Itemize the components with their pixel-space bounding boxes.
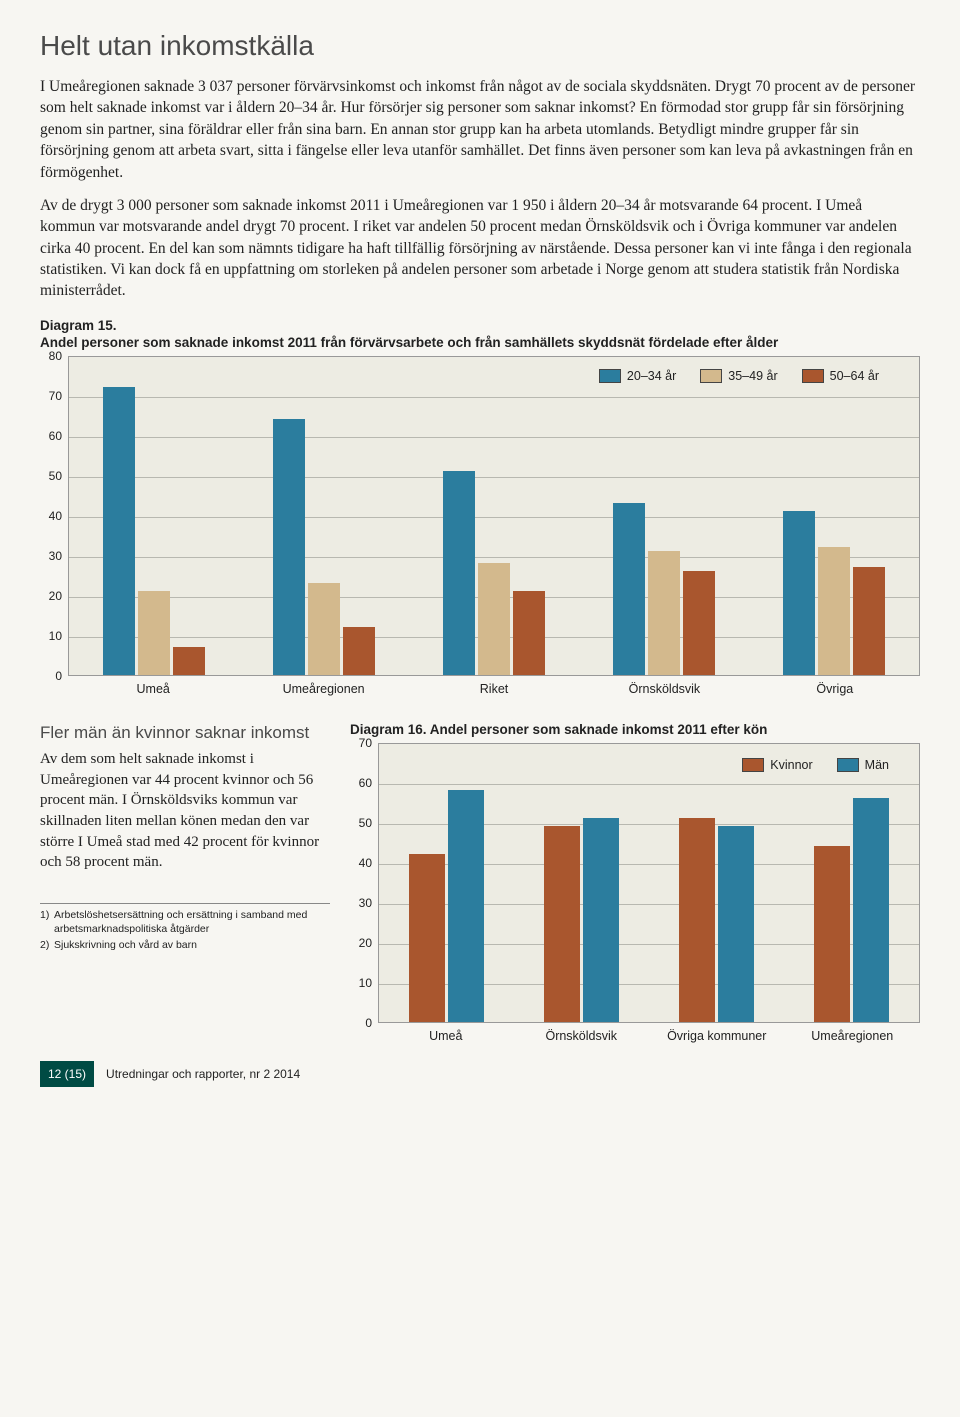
bar: [718, 826, 754, 1022]
chart-plot-area: 20–34 år 35–49 år 50–64 år: [68, 356, 920, 676]
y-tick-label: 60: [49, 429, 62, 443]
y-tick-label: 40: [49, 509, 62, 523]
x-tick-label: Umeå: [68, 676, 238, 696]
lower-heading: Fler män än kvinnor saknar inkomst: [40, 722, 330, 743]
legend-item: 35–49 år: [700, 369, 777, 383]
bar: [648, 551, 680, 675]
y-tick-label: 30: [49, 549, 62, 563]
x-tick-label: Umeå: [378, 1023, 514, 1043]
footnotes: 1)Arbetslöshetsersättning och ersättning…: [40, 903, 330, 953]
bar: [308, 583, 340, 675]
legend-swatch: [742, 758, 764, 772]
bar: [448, 790, 484, 1022]
bar: [853, 567, 885, 675]
bar-group: [69, 357, 239, 675]
y-tick-label: 20: [49, 589, 62, 603]
bar: [443, 471, 475, 675]
chart15-title-line2: Andel personer som saknade inkomst 2011 …: [40, 335, 920, 350]
y-tick-label: 10: [49, 629, 62, 643]
bar: [513, 591, 545, 675]
legend-label: Kvinnor: [770, 758, 812, 772]
x-tick-label: Örnsköldsvik: [579, 676, 749, 696]
lower-paragraph: Av dem som helt saknade inkomst i Umeåre…: [40, 749, 330, 873]
bar-group: [649, 744, 784, 1022]
bars-row: [379, 744, 919, 1022]
legend: 20–34 år 35–49 år 50–64 år: [599, 369, 879, 383]
bar: [583, 818, 619, 1022]
bar: [683, 571, 715, 675]
bar-group: [784, 744, 919, 1022]
y-tick-label: 10: [359, 976, 372, 990]
legend-swatch: [837, 758, 859, 772]
footnote-text: Arbetslöshetsersättning och ersättning i…: [54, 908, 330, 936]
paragraph-1: I Umeåregionen saknade 3 037 personer fö…: [40, 76, 920, 183]
footnote: 1)Arbetslöshetsersättning och ersättning…: [40, 908, 330, 936]
footnote-number: 1): [40, 908, 54, 936]
legend-item: 20–34 år: [599, 369, 676, 383]
footer-text: Utredningar och rapporter, nr 2 2014: [106, 1067, 300, 1081]
bar-group: [514, 744, 649, 1022]
y-tick-label: 80: [49, 349, 62, 363]
x-tick-label: Övriga kommuner: [649, 1023, 785, 1043]
bar-group: [579, 357, 749, 675]
legend-label: Män: [865, 758, 889, 772]
legend-item: 50–64 år: [802, 369, 879, 383]
y-tick-label: 30: [359, 896, 372, 910]
bar: [679, 818, 715, 1022]
bar: [273, 419, 305, 675]
y-tick-label: 0: [55, 669, 62, 683]
y-tick-label: 60: [359, 776, 372, 790]
y-tick-label: 0: [365, 1016, 372, 1030]
paragraph-2: Av de drygt 3 000 personer som saknade i…: [40, 195, 920, 302]
y-tick-label: 40: [359, 856, 372, 870]
bar: [853, 798, 889, 1022]
bar: [544, 826, 580, 1022]
legend-swatch: [599, 369, 621, 383]
bar: [613, 503, 645, 675]
x-tick-label: Örnsköldsvik: [514, 1023, 650, 1043]
bar-group: [749, 357, 919, 675]
legend-swatch: [700, 369, 722, 383]
bar: [343, 627, 375, 675]
page-footer: 12 (15) Utredningar och rapporter, nr 2 …: [40, 1061, 920, 1087]
chart15-title-line1: Diagram 15.: [40, 318, 920, 333]
bar: [783, 511, 815, 675]
bar: [173, 647, 205, 675]
legend: Kvinnor Män: [742, 758, 889, 772]
bar: [818, 547, 850, 675]
y-tick-label: 70: [359, 736, 372, 750]
x-tick-label: Umeåregionen: [238, 676, 408, 696]
bar: [478, 563, 510, 675]
page-number: 12 (15): [40, 1061, 94, 1087]
footnote-text: Sjukskrivning och vård av barn: [54, 938, 197, 952]
footnote: 2)Sjukskrivning och vård av barn: [40, 938, 330, 952]
body-text: I Umeåregionen saknade 3 037 personer fö…: [40, 76, 920, 302]
legend-swatch: [802, 369, 824, 383]
y-tick-label: 70: [49, 389, 62, 403]
footnote-number: 2): [40, 938, 54, 952]
y-tick-label: 50: [49, 469, 62, 483]
legend-label: 35–49 år: [728, 369, 777, 383]
chart-plot-area: Kvinnor Män: [378, 743, 920, 1023]
bar-group: [239, 357, 409, 675]
legend-item: Män: [837, 758, 889, 772]
legend-item: Kvinnor: [742, 758, 812, 772]
x-tick-label: Riket: [409, 676, 579, 696]
bar: [103, 387, 135, 675]
bar: [138, 591, 170, 675]
bar-group: [409, 357, 579, 675]
bar: [409, 854, 445, 1022]
y-tick-label: 20: [359, 936, 372, 950]
chart15: 20–34 år35–49 år50–64 år0102030405060708…: [40, 356, 920, 696]
bar: [814, 846, 850, 1022]
y-tick-label: 50: [359, 816, 372, 830]
bars-row: [69, 357, 919, 675]
legend-label: 50–64 år: [830, 369, 879, 383]
x-tick-label: Umeåregionen: [785, 1023, 921, 1043]
legend-label: 20–34 år: [627, 369, 676, 383]
bar-group: [379, 744, 514, 1022]
chart16-title: Diagram 16. Andel personer som saknade i…: [350, 722, 920, 737]
page-title: Helt utan inkomstkälla: [40, 30, 920, 62]
x-tick-label: Övriga: [750, 676, 920, 696]
